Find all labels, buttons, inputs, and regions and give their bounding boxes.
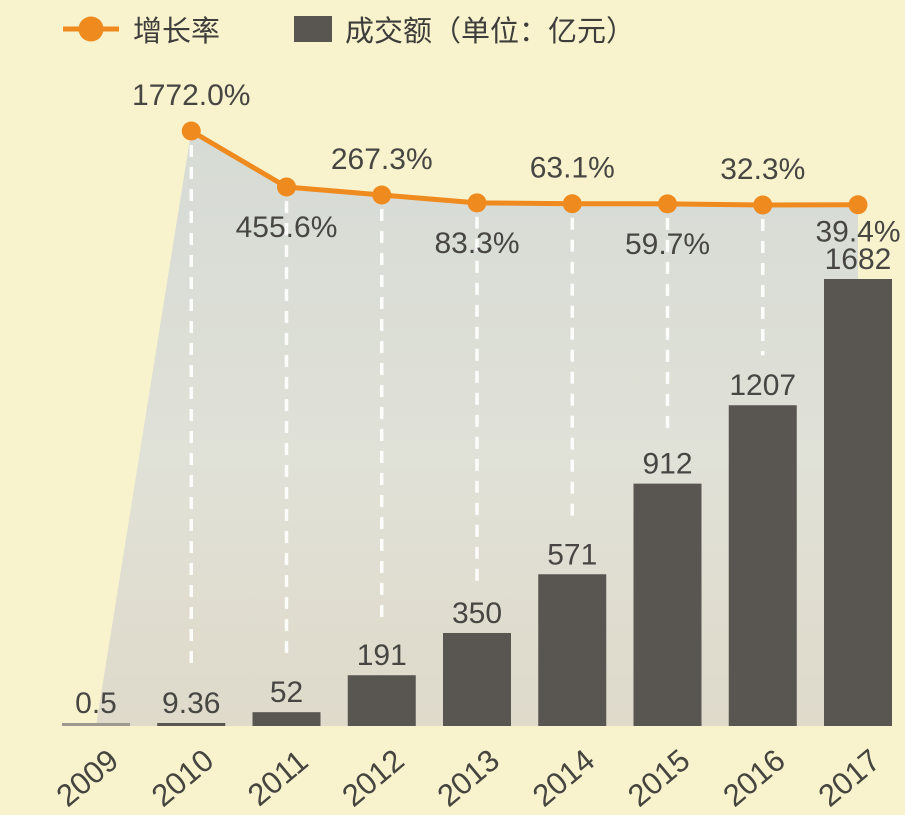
growth-point-2011 — [277, 177, 296, 197]
growth-point-2014 — [562, 194, 582, 214]
growth-label-2011: 455.6% — [236, 211, 338, 244]
year-label-2010: 2010 — [145, 742, 220, 813]
year-label-2011: 2011 — [241, 743, 315, 813]
bar-value-label-2017: 1682 — [825, 243, 892, 276]
bar-2011 — [252, 712, 321, 726]
legend: 增长率 成交额（单位：亿元） — [62, 8, 635, 50]
bar-2012 — [347, 675, 416, 726]
dashed-connectors-layer — [189, 145, 765, 673]
growth-point-2010 — [181, 121, 201, 141]
bar-2014 — [538, 574, 607, 726]
growth-label-2015: 59.7% — [625, 228, 710, 261]
bar-value-label-2014: 571 — [547, 538, 597, 571]
growth-point-2012 — [372, 185, 392, 205]
legend-item-volume: 成交额（单位：亿元） — [294, 8, 635, 50]
year-label-2017: 2017 — [812, 742, 887, 813]
bar-value-label-2009: 0.5 — [75, 687, 117, 720]
bar-value-label-2015: 912 — [642, 448, 692, 481]
growth-label-2014: 63.1% — [530, 152, 615, 185]
year-label-2013: 2013 — [431, 742, 506, 813]
year-label-2012: 2012 — [335, 742, 410, 813]
growth-point-2013 — [467, 193, 487, 213]
growth-point-2016 — [753, 195, 773, 215]
bar-value-label-2013: 350 — [452, 597, 502, 630]
growth-line — [189, 128, 859, 208]
growth-label-2017: 39.4% — [815, 216, 900, 249]
bar-2009 — [62, 723, 130, 726]
bar-2016 — [728, 405, 797, 726]
growth-point-2017 — [848, 195, 868, 215]
year-label-2014: 2014 — [526, 742, 601, 813]
year-label-2009: 2009 — [50, 742, 125, 813]
year-label-2015: 2015 — [621, 742, 696, 813]
legend-volume-label: 成交额（单位：亿元） — [345, 16, 636, 48]
line-marker-icon — [63, 16, 119, 42]
year-label-2016: 2016 — [716, 742, 791, 813]
bars-layer — [62, 279, 892, 726]
growth-label-2016: 32.3% — [720, 153, 805, 186]
legend-growth-rate-label: 增长率 — [133, 16, 221, 48]
bar-value-label-2010: 9.36 — [162, 687, 220, 720]
bar-2013 — [443, 632, 511, 726]
bar-2017 — [824, 279, 892, 726]
growth-point-2015 — [658, 194, 677, 214]
bar-2010 — [157, 723, 226, 726]
bar-value-label-2012: 191 — [357, 639, 407, 672]
bar-swatch-icon — [294, 16, 333, 42]
bar-value-label-2016: 1207 — [729, 369, 796, 402]
growth-label-2012: 267.3% — [331, 143, 433, 176]
bar-value-label-2011: 52 — [270, 676, 303, 709]
growth-label-2013: 83.3% — [434, 227, 519, 260]
bar-2015 — [633, 483, 702, 726]
growth-line-layer — [181, 121, 868, 215]
legend-item-growth-rate: 增长率 — [62, 8, 220, 50]
growth-label-2010: 1772.0% — [132, 79, 250, 112]
